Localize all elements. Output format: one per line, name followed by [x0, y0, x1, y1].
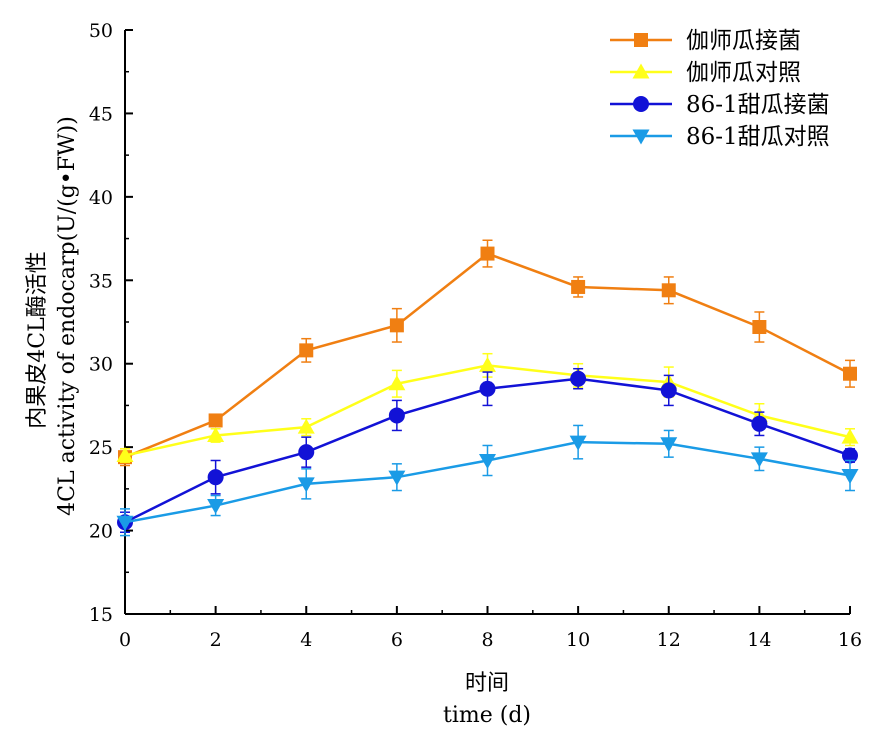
axes: 15 20 25 30 35 40 45 50 0 2 4 6 8 10 12 14 16 — [89, 20, 862, 651]
x-tick-label: 16 — [838, 629, 862, 651]
axis-titles: 时间 time (d) 内果皮4CL酶活性 4CL activity of en… — [25, 116, 531, 728]
series-4 — [116, 424, 859, 537]
legend-label: 86-1甜瓜接菌 — [686, 92, 830, 118]
x-tick-label: 12 — [657, 629, 681, 651]
data-point — [207, 426, 225, 442]
legend-item-2: 伽师瓜对照 — [610, 60, 801, 86]
x-tick-label: 2 — [210, 629, 222, 651]
data-point — [660, 382, 677, 399]
data-point — [479, 380, 496, 397]
data-point — [570, 370, 587, 387]
x-tick-label: 14 — [747, 629, 771, 651]
x-tick-label: 4 — [300, 629, 312, 651]
data-point — [841, 428, 859, 444]
x-axis-title-cn: 时间 — [465, 671, 509, 696]
data-point — [298, 444, 315, 461]
data-point — [389, 318, 404, 333]
legend-item-1: 伽师瓜接菌 — [610, 28, 801, 54]
data-point — [208, 413, 223, 428]
y-axis-title-cn: 内果皮4CL酶活性 — [25, 251, 50, 428]
data-point — [388, 470, 406, 486]
series-layer — [116, 239, 859, 537]
data-point — [297, 477, 315, 493]
data-point — [299, 343, 314, 358]
y-tick-label: 25 — [89, 437, 113, 459]
data-point — [841, 469, 859, 485]
data-point — [479, 356, 496, 372]
legend-marker — [634, 33, 648, 47]
y-tick-label: 20 — [89, 521, 113, 543]
y-tick-label: 50 — [89, 20, 113, 42]
data-point — [480, 246, 495, 261]
data-point — [388, 375, 406, 391]
data-point — [479, 453, 496, 469]
legend-marker — [632, 129, 650, 145]
x-tick-label: 8 — [481, 629, 493, 651]
x-axis-title-en: time (d) — [443, 703, 531, 728]
legend-item-4: 86-1甜瓜对照 — [610, 124, 830, 150]
data-point — [207, 469, 224, 486]
y-tick-label: 30 — [89, 354, 113, 376]
legend-marker — [632, 63, 650, 79]
x-tick-label: 10 — [566, 629, 590, 651]
legend-marker — [633, 96, 649, 112]
data-point — [297, 418, 315, 434]
legend-item-3: 86-1甜瓜接菌 — [610, 92, 830, 118]
legend-label: 86-1甜瓜对照 — [686, 124, 830, 150]
data-point — [750, 452, 768, 468]
legend-label: 伽师瓜接菌 — [686, 28, 801, 54]
data-point — [388, 407, 405, 424]
data-point — [571, 279, 586, 294]
x-tick-label: 6 — [391, 629, 403, 651]
data-point — [751, 415, 768, 432]
data-point — [116, 515, 134, 531]
y-axis-title-en: 4CL activity of endocarp(U/(g•FW)) — [55, 116, 80, 516]
legend-label: 伽师瓜对照 — [686, 60, 801, 86]
data-point — [660, 437, 678, 453]
y-tick-label: 40 — [89, 187, 113, 209]
y-tick-label: 15 — [89, 604, 113, 626]
data-point — [752, 320, 767, 335]
data-point — [116, 446, 134, 462]
series-3 — [117, 367, 858, 533]
y-tick-label: 45 — [89, 103, 113, 125]
data-point — [207, 499, 225, 515]
x-tick-label: 0 — [119, 629, 131, 651]
y-tick-label: 35 — [89, 270, 113, 292]
data-point — [661, 283, 676, 298]
data-point — [842, 447, 858, 464]
series-1 — [118, 239, 857, 467]
data-point — [569, 435, 587, 451]
data-point — [843, 366, 857, 381]
